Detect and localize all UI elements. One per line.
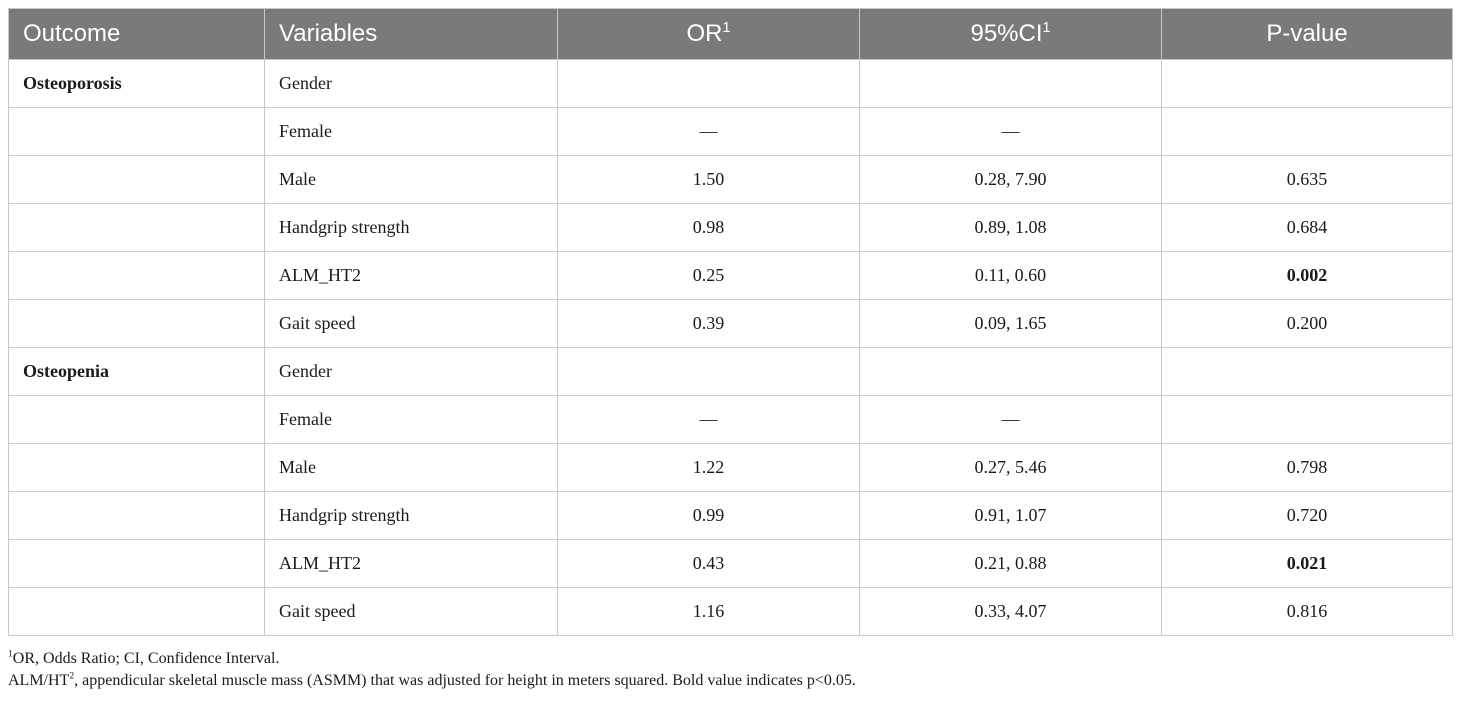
cell-variable: Female [264,395,558,444]
cell-or: 1.22 [557,443,860,492]
table-row: Female — — [8,395,1453,444]
footnote-2: ALM/HT2, appendicular skeletal muscle ma… [8,670,1452,692]
cell-outcome [8,443,265,492]
cell-or: 0.39 [557,299,860,348]
header-or-label: OR [686,20,723,47]
table-row: Female — — [8,107,1453,156]
cell-variable: Gait speed [264,587,558,636]
cell-p-value: 0.002 [1161,251,1453,300]
cell-or: — [557,395,860,444]
cell-or: — [557,107,860,156]
cell-p-value: 0.816 [1161,587,1453,636]
cell-variable: ALM_HT2 [264,251,558,300]
footnote-1: 1OR, Odds Ratio; CI, Confidence Interval… [8,648,1452,670]
cell-ci: 0.91, 1.07 [859,491,1162,540]
cell-variable: Gender [264,59,558,108]
table-row: Handgrip strength 0.98 0.89, 1.08 0.684 [8,203,1453,252]
cell-p-value [1161,395,1453,444]
cell-ci: 0.28, 7.90 [859,155,1162,204]
cell-variable: Male [264,443,558,492]
cell-variable: ALM_HT2 [264,539,558,588]
cell-ci: 0.27, 5.46 [859,443,1162,492]
cell-outcome [8,155,265,204]
cell-p-value: 0.798 [1161,443,1453,492]
cell-p-value: 0.200 [1161,299,1453,348]
table-row: Gait speed 1.16 0.33, 4.07 0.816 [8,587,1453,636]
cell-or: 0.25 [557,251,860,300]
cell-p-value: 0.720 [1161,491,1453,540]
cell-outcome [8,491,265,540]
cell-outcome: Osteopenia [8,347,265,396]
cell-ci: — [859,395,1162,444]
table-row: ALM_HT2 0.43 0.21, 0.88 0.021 [8,539,1453,588]
cell-or [557,59,860,108]
footnote-2-sup: 2 [69,670,75,682]
cell-or: 1.16 [557,587,860,636]
table-row: Male 1.50 0.28, 7.90 0.635 [8,155,1453,204]
cell-p-value [1161,107,1453,156]
header-ci: 95%CI1 [859,8,1162,60]
cell-ci: 0.89, 1.08 [859,203,1162,252]
cell-p-value [1161,59,1453,108]
header-outcome: Outcome [8,8,265,60]
cell-outcome [8,539,265,588]
footnote-2-prefix: ALM/HT [8,672,70,689]
cell-ci: — [859,107,1162,156]
header-ci-sup: 1 [1042,20,1051,36]
header-or: OR1 [557,8,860,60]
cell-ci: 0.11, 0.60 [859,251,1162,300]
cell-outcome [8,107,265,156]
cell-variable: Handgrip strength [264,491,558,540]
cell-ci: 0.21, 0.88 [859,539,1162,588]
table-footnotes: 1OR, Odds Ratio; CI, Confidence Interval… [8,648,1452,692]
table-row: Osteopenia Gender [8,347,1453,396]
cell-outcome [8,395,265,444]
cell-or: 0.99 [557,491,860,540]
cell-outcome: Osteoporosis [8,59,265,108]
header-ci-label: 95%CI [970,20,1043,47]
table-header-row: Outcome Variables OR1 95%CI1 P-value [8,8,1453,60]
cell-or: 0.98 [557,203,860,252]
table-row: ALM_HT2 0.25 0.11, 0.60 0.002 [8,251,1453,300]
footnote-1-text: OR, Odds Ratio; CI, Confidence Interval. [12,650,280,667]
header-variables: Variables [264,8,558,60]
table-row: Gait speed 0.39 0.09, 1.65 0.200 [8,299,1453,348]
cell-ci: 0.33, 4.07 [859,587,1162,636]
cell-outcome [8,299,265,348]
cell-variable: Gender [264,347,558,396]
results-table: Outcome Variables OR1 95%CI1 P-value Ost… [8,8,1453,636]
header-p-value: P-value [1161,8,1453,60]
cell-variable: Female [264,107,558,156]
cell-p-value: 0.021 [1161,539,1453,588]
cell-p-value [1161,347,1453,396]
cell-variable: Handgrip strength [264,203,558,252]
footnote-1-sup: 1 [8,648,13,660]
cell-or: 0.43 [557,539,860,588]
cell-or: 1.50 [557,155,860,204]
table-row: Male 1.22 0.27, 5.46 0.798 [8,443,1453,492]
cell-variable: Gait speed [264,299,558,348]
cell-ci: 0.09, 1.65 [859,299,1162,348]
cell-p-value: 0.684 [1161,203,1453,252]
cell-outcome [8,251,265,300]
table-row: Handgrip strength 0.99 0.91, 1.07 0.720 [8,491,1453,540]
table-row: Osteoporosis Gender [8,59,1453,108]
cell-ci [859,59,1162,108]
footnote-2-text: , appendicular skeletal muscle mass (ASM… [74,672,856,689]
cell-or [557,347,860,396]
cell-p-value: 0.635 [1161,155,1453,204]
cell-variable: Male [264,155,558,204]
cell-ci [859,347,1162,396]
header-or-sup: 1 [722,20,731,36]
cell-outcome [8,203,265,252]
cell-outcome [8,587,265,636]
